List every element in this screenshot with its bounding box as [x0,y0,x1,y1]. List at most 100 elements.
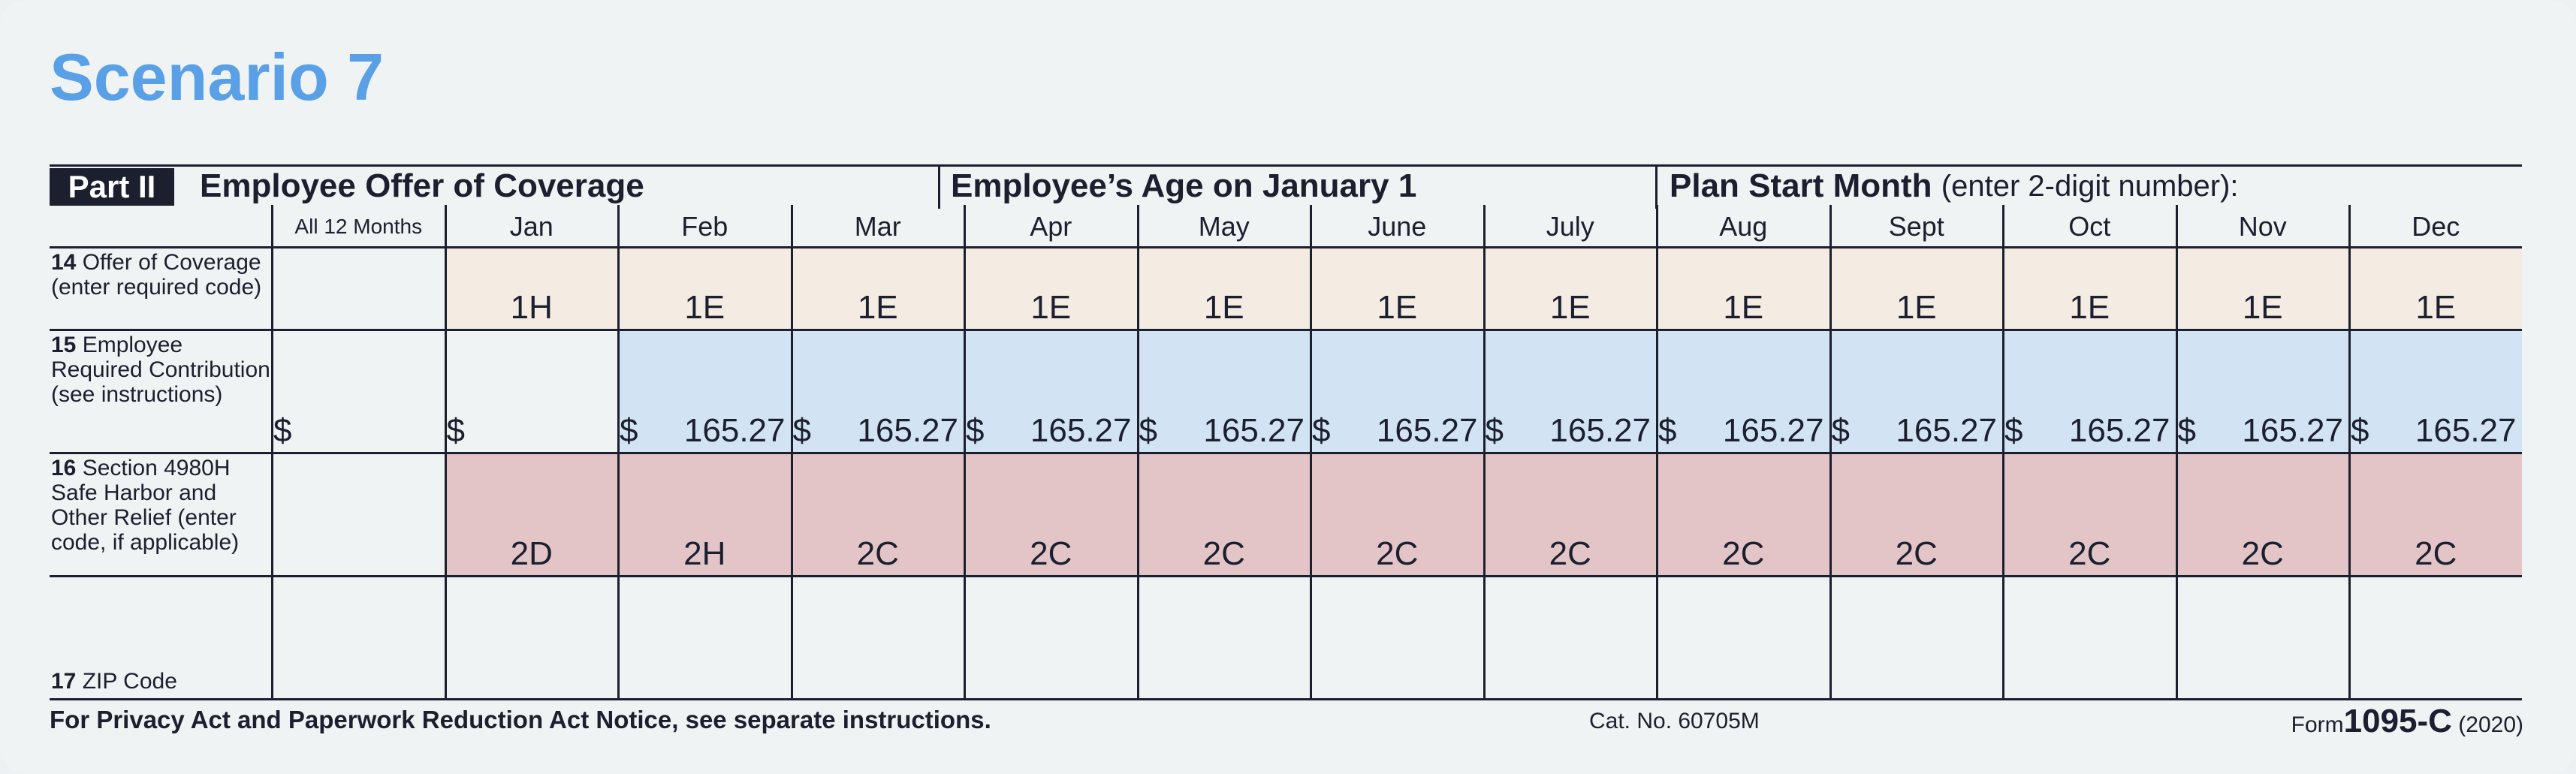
line15-july-cell[interactable]: $165.27 [1484,330,1658,453]
line14-feb-cell[interactable]: 1E [684,289,725,326]
line15-dec-cell[interactable]: $165.27 [2349,330,2523,453]
line15-all-12-months-cell[interactable]: $ [272,330,445,453]
contribution-amount: 165.27 [1722,412,1824,449]
currency-symbol: $ [1312,412,1331,449]
column-header-may: May [1198,211,1250,242]
line15-aug-cell[interactable]: $165.27 [1657,330,1830,453]
column-header-sept: Sept [1888,211,1944,242]
line14-mar-cell[interactable]: 1E [857,289,898,326]
line14-sept-cell[interactable]: 1E [1896,289,1937,326]
page-title: Scenario 7 [50,40,385,114]
contribution-amount: 165.27 [1203,412,1305,449]
section-plan-start-month: Plan Start Month (enter 2-digit number): [1670,167,2239,206]
form-prefix: Form [2291,712,2344,737]
column-divider [1136,205,1139,699]
line16-mar-cell[interactable]: 2C [856,535,899,572]
line17-dec-cell[interactable] [2349,576,2523,699]
line15-feb-cell[interactable]: $165.27 [618,330,792,453]
line-number: 16 [51,456,77,480]
line15-jan-cell[interactable]: $ [445,330,619,453]
line17-july-cell[interactable] [1484,576,1658,699]
plan-start-month-input[interactable] [1770,167,2522,206]
contribution-amount: 165.27 [1549,412,1651,449]
column-header-mar: Mar [854,211,901,242]
column-divider [617,205,620,699]
header-divider [938,167,940,209]
line15-nov-cell[interactable]: $165.27 [2176,330,2350,453]
currency-symbol: $ [446,412,465,449]
line17-apr-cell[interactable] [964,576,1138,699]
line16-may-cell[interactable]: 2C [1202,535,1245,572]
currency-symbol: $ [792,412,811,449]
line-number: 15 [51,333,77,357]
line16-nov-cell[interactable]: 2C [2241,535,2284,572]
line16-july-cell[interactable]: 2C [1549,535,1591,572]
line16-aug-cell[interactable]: 2C [1722,535,1765,572]
line-17-label: 17 ZIP Code [50,669,272,694]
line-14-label: 14 Offer of Coverage (enter required cod… [50,250,272,300]
line16-all-12-months-cell[interactable] [272,453,445,576]
line15-mar-cell[interactable]: $165.27 [792,330,965,453]
column-header-jan: Jan [509,211,554,242]
line14-apr-cell[interactable]: 1E [1030,289,1072,326]
line17-mar-cell[interactable] [792,576,965,699]
line14-nov-cell[interactable]: 1E [2242,289,2283,326]
line15-sept-cell[interactable]: $165.27 [1830,330,2004,453]
column-divider [1310,205,1312,699]
column-divider [1483,205,1486,699]
line17-aug-cell[interactable] [1657,576,1830,699]
line15-apr-cell[interactable]: $165.27 [964,330,1138,453]
line16-apr-cell[interactable]: 2C [1030,535,1072,572]
line15-may-cell[interactable]: $165.27 [1138,330,1311,453]
contribution-amount: 165.27 [1376,412,1478,449]
line17-oct-cell[interactable] [2003,576,2176,699]
contribution-amount: 165.27 [2415,412,2517,449]
line16-feb-cell[interactable]: 2H [683,535,726,572]
line14-aug-cell[interactable]: 1E [1723,289,1764,326]
line15-shading [618,330,2522,453]
currency-symbol: $ [273,412,292,449]
line14-july-cell[interactable]: 1E [1549,289,1591,326]
column-divider [1656,205,1658,699]
line16-oct-cell[interactable]: 2C [2068,535,2111,572]
header-divider [1655,167,1658,209]
column-header-all-12-months: All 12 Months [294,215,423,238]
column-divider [271,205,273,699]
line16-sept-cell[interactable]: 2C [1895,535,1938,572]
line-description: Offer of Coverage (enter required code) [51,250,262,300]
contribution-amount: 165.27 [1896,412,1997,449]
line16-dec-cell[interactable]: 2C [2415,535,2457,572]
line-description: Section 4980H Safe Harbor and Other Reli… [51,456,240,555]
column-header-nov: Nov [2238,211,2287,242]
line14-june-cell[interactable]: 1E [1377,289,1418,326]
line17-feb-cell[interactable] [618,576,792,699]
row-divider [50,329,2522,331]
row-divider [50,575,2522,577]
row-divider [50,246,2522,248]
line15-june-cell[interactable]: $165.27 [1311,330,1484,453]
line16-june-cell[interactable]: 2C [1376,535,1419,572]
line17-june-cell[interactable] [1311,576,1484,699]
line17-jan-cell[interactable] [445,576,619,699]
contribution-amount: 165.27 [857,412,958,449]
currency-symbol: $ [1658,412,1677,449]
plan-start-label: Plan Start Month [1670,167,1932,204]
line14-all-12-months-cell[interactable] [272,247,445,330]
line-15-label: 15 Employee Required Contribution (see i… [50,333,272,407]
line14-dec-cell[interactable]: 1E [2415,289,2457,326]
line14-oct-cell[interactable]: 1E [2069,289,2110,326]
column-header-feb: Feb [681,211,728,242]
line14-jan-cell[interactable]: 1H [510,289,553,326]
line17-sept-cell[interactable] [1830,576,2004,699]
line16-jan-cell[interactable]: 2D [510,535,553,572]
currency-symbol: $ [966,412,985,449]
form-number: 1095-C [2343,703,2452,739]
contribution-amount: 165.27 [683,412,786,449]
line15-oct-cell[interactable]: $165.27 [2003,330,2176,453]
line17-all-12-months-cell[interactable] [272,576,445,699]
line14-may-cell[interactable]: 1E [1203,289,1244,326]
currency-symbol: $ [620,412,638,449]
line17-nov-cell[interactable] [2176,576,2350,699]
line17-may-cell[interactable] [1138,576,1311,699]
